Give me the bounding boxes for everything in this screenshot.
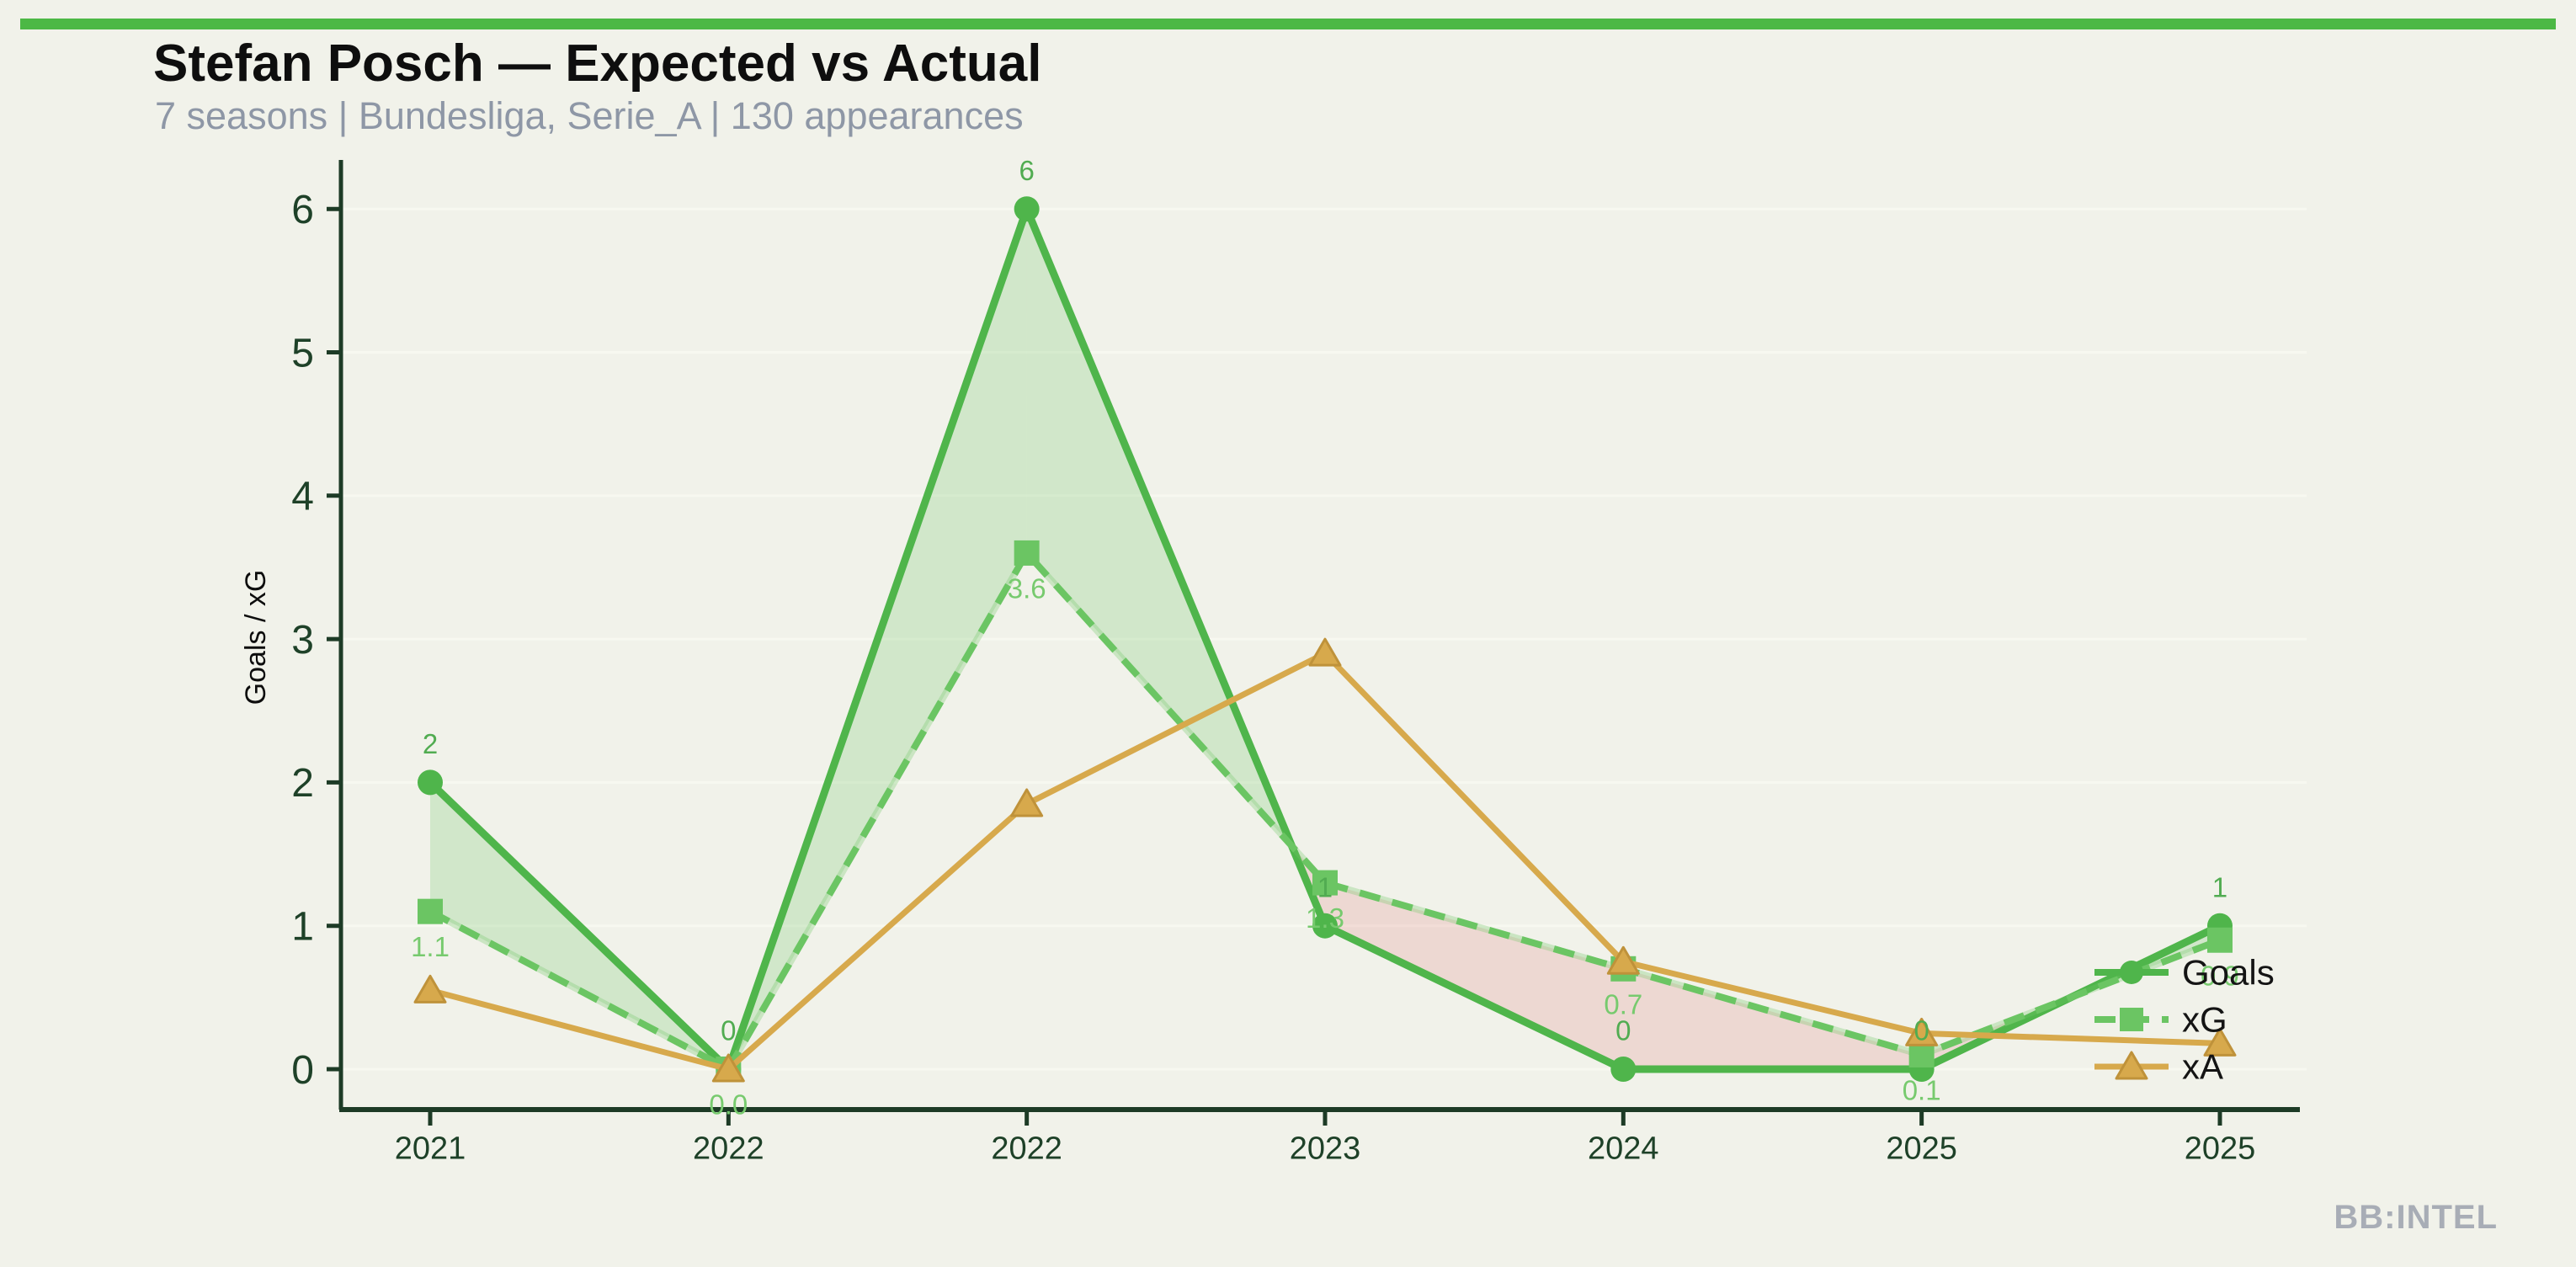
- goals-marker: [1312, 913, 1338, 939]
- goals-value-label: 2: [423, 728, 438, 759]
- y-tick-label: 5: [291, 331, 314, 375]
- legend-label: xG: [2182, 1000, 2227, 1040]
- x-tick-label: 2025: [1886, 1131, 1957, 1166]
- xg-marker: [1014, 540, 1040, 566]
- goals-value-label: 0: [1615, 1015, 1631, 1046]
- goals-marker: [1014, 196, 1040, 222]
- x-tick-label: 2021: [395, 1131, 466, 1166]
- goals-value-label: 6: [1019, 155, 1034, 186]
- x-tick-label: 2022: [693, 1131, 764, 1166]
- xa-marker: [1308, 637, 1342, 667]
- legend-triangle-icon: [2115, 1051, 2148, 1080]
- legend-square-icon: [2120, 1008, 2143, 1031]
- page-subtitle: 7 seasons | Bundesliga, Serie_A | 130 ap…: [155, 94, 1024, 137]
- xg-value-label: 1.1: [411, 931, 450, 962]
- x-tick-label: 2023: [1290, 1131, 1361, 1166]
- xg-value-label: 0.1: [1903, 1075, 1941, 1106]
- xg-value-label: 1.3: [1306, 902, 1344, 934]
- page-title: Stefan Posch — Expected vs Actual: [153, 35, 1042, 93]
- xg-line: [428, 549, 2222, 1073]
- xa-marker: [413, 974, 447, 1003]
- x-tick-label: 2024: [1588, 1131, 1659, 1166]
- xg-value-label: 3.6: [1008, 572, 1046, 604]
- x-tick-label: 2022: [991, 1131, 1062, 1166]
- goals-value-label: 1: [1317, 871, 1333, 902]
- xg-value-label: 0.0: [709, 1089, 748, 1121]
- y-tick-label: 0: [291, 1048, 314, 1093]
- xa-line: [427, 650, 2223, 1073]
- xg-value-label: 0.9: [2201, 960, 2239, 991]
- xg-value-label: 0.7: [1604, 988, 1642, 1019]
- goals-marker: [418, 769, 443, 796]
- goals-value-label: 0: [1913, 1015, 1929, 1046]
- y-tick-label: 1: [291, 905, 314, 950]
- legend-item-goals: Goals: [2094, 953, 2275, 993]
- xg-marker: [1312, 870, 1338, 896]
- xg-marker: [1908, 1041, 1935, 1067]
- xa-marker: [1606, 945, 1640, 975]
- xa-marker: [2203, 1027, 2237, 1057]
- xa-marker: [711, 1053, 745, 1083]
- xg-marker: [2206, 927, 2233, 953]
- underperformance-fill: [1324, 882, 1624, 1069]
- watermark-logo: BB:INTEL: [2334, 1199, 2498, 1236]
- top-accent-bar: [20, 19, 2556, 29]
- legend-circle-icon: [2120, 961, 2143, 984]
- y-tick-label: 6: [291, 188, 314, 232]
- legend: Goals xG xA: [2094, 953, 2275, 1087]
- xa-marker: [1905, 1017, 1939, 1046]
- y-axis-title: Goals / xG: [240, 570, 272, 705]
- x-tick-label: 2025: [2185, 1131, 2256, 1166]
- y-tick-label: 2: [291, 761, 314, 806]
- goals-value-label: 1: [2212, 871, 2227, 902]
- underperformance-fill: [1623, 968, 1922, 1069]
- goals-value-label: 0: [721, 1015, 736, 1046]
- goals-marker: [1610, 1057, 1637, 1082]
- legend-label: Goals: [2182, 953, 2275, 993]
- y-tick-label: 4: [291, 475, 314, 519]
- legend-label: xA: [2182, 1047, 2223, 1087]
- y-tick-label: 3: [291, 618, 314, 663]
- legend-item-xa: xA: [2094, 1047, 2223, 1087]
- xa-marker: [1010, 788, 1044, 817]
- legend-item-xg: xG: [2094, 1000, 2227, 1040]
- xg-marker: [418, 898, 443, 924]
- xg-line-underlay: [428, 549, 2222, 1073]
